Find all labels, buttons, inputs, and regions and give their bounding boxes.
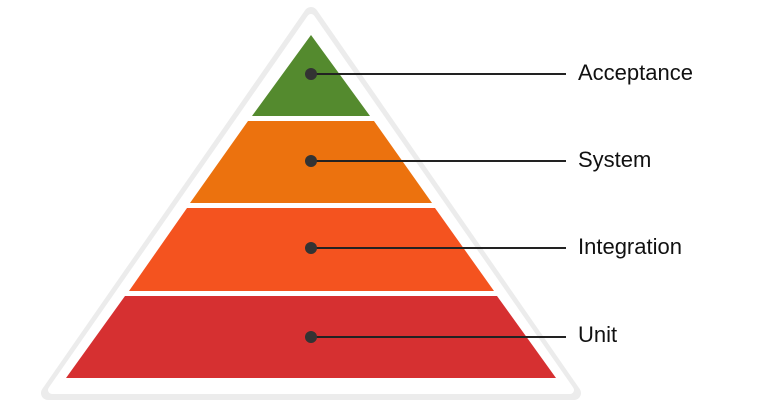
level-label: Acceptance — [578, 60, 693, 85]
dot — [305, 331, 317, 343]
level-label: Unit — [578, 322, 617, 347]
dot — [305, 68, 317, 80]
level-label: System — [578, 147, 651, 172]
leader-lines — [311, 73, 566, 338]
dots — [305, 68, 317, 343]
dot — [305, 242, 317, 254]
level-label: Integration — [578, 234, 682, 259]
dot — [305, 155, 317, 167]
